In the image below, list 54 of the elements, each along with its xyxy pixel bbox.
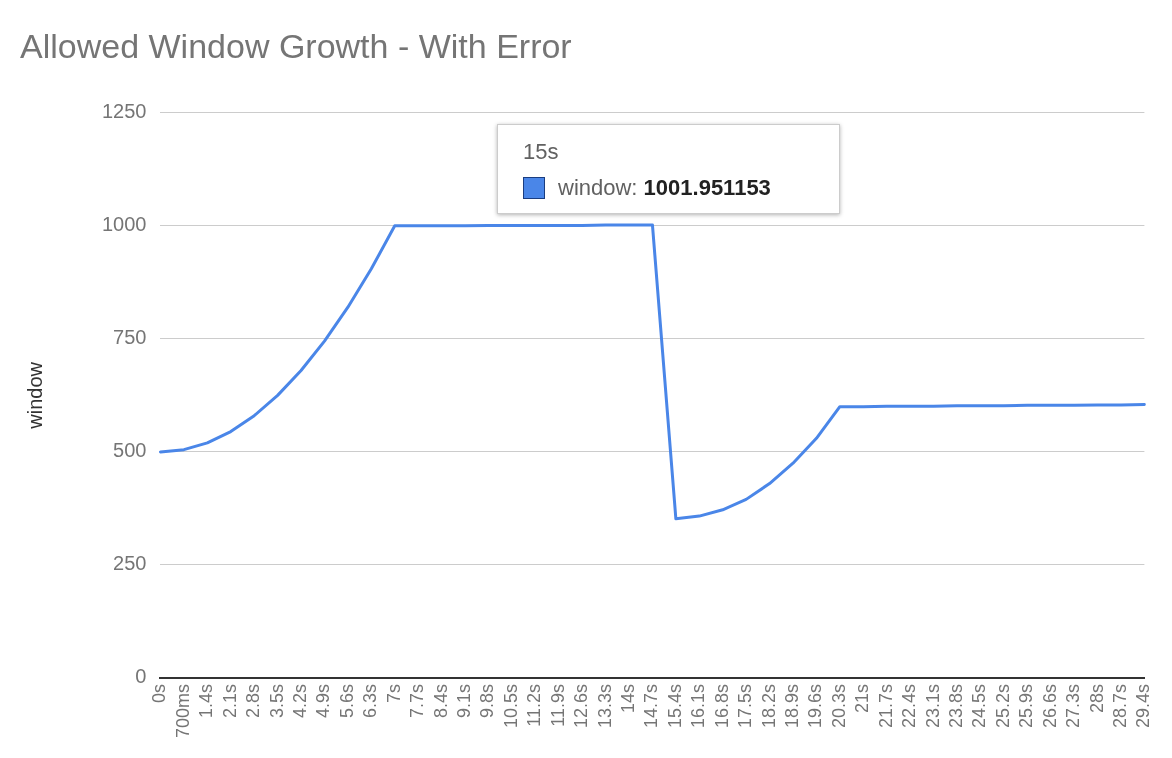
annotation: 15s: [523, 139, 559, 165]
x-tick-label: 18.9s: [781, 683, 802, 729]
annotation: window: 1001.951153: [558, 175, 771, 200]
x-tick-label: 13.3s: [594, 683, 615, 729]
x-tick-label: 0s: [149, 683, 170, 703]
y-tick-label: 500: [113, 439, 147, 462]
y-tick-label: 1000: [101, 213, 147, 236]
x-tick-label: 18.2s: [758, 683, 779, 729]
x-tick-label: 16.8s: [711, 683, 732, 729]
x-tick-label: 7s: [383, 683, 404, 703]
x-tick-label: 21.7s: [875, 683, 896, 729]
x-tick-label: 11.2s: [524, 683, 545, 727]
x-tick-label: 1.4s: [196, 683, 217, 718]
x-tick-label: 12.6s: [571, 683, 592, 729]
x-tick-label: 3.5s: [266, 683, 287, 718]
x-tick-label: 7.7s: [407, 683, 428, 718]
tooltip-box: 15s window: 1001.951153: [497, 124, 840, 214]
x-tick-label: 21s: [852, 683, 873, 713]
y-tick-label: 750: [113, 326, 147, 349]
x-tick-label: 14.7s: [641, 683, 662, 729]
y-tick-label: 1250: [101, 100, 147, 123]
x-tick-label: 23.1s: [922, 683, 943, 729]
x-tick-label: 16.1s: [688, 683, 709, 729]
x-tick-label: 10.5s: [500, 683, 521, 729]
x-tick-label: 5.6s: [336, 683, 357, 718]
x-tick-label: 2.8s: [243, 683, 264, 718]
x-tick-label: 9.8s: [477, 683, 498, 718]
x-tick-label: 17.5s: [735, 683, 756, 729]
y-tick-label: 250: [113, 552, 147, 575]
x-tick-label: 4.9s: [313, 683, 334, 718]
x-tick-label: 4.2s: [290, 683, 311, 718]
x-tick-label: 15.4s: [664, 683, 685, 729]
x-tick-label: 26.6s: [1039, 683, 1060, 729]
x-tick-label: 28.7s: [1109, 683, 1130, 729]
x-tick-label: 24.5s: [969, 683, 990, 729]
x-tick-label: 2.1s: [219, 683, 240, 718]
x-tick-label: 9.1s: [454, 683, 474, 718]
x-tick-label: 11.9s: [547, 683, 568, 727]
x-tick-label: 6.3s: [360, 683, 381, 718]
x-tick-label: 29.4s: [1133, 683, 1154, 729]
y-tick-label: 0: [135, 665, 147, 688]
x-tick-label: 28s: [1086, 683, 1107, 713]
x-tick-label: 20.3s: [828, 683, 849, 729]
y-axis-title: window: [23, 361, 46, 430]
x-tick-label: 27.3s: [1063, 683, 1084, 729]
x-tick-label: 8.4s: [430, 683, 451, 718]
x-tick-label: 22.4s: [899, 683, 920, 729]
x-tick-label: 25.9s: [1016, 683, 1037, 729]
x-tick-label: 700ms: [172, 683, 193, 738]
chart-title: Allowed Window Growth - With Error: [20, 26, 572, 65]
x-tick-label: 25.2s: [992, 683, 1013, 729]
x-tick-label: 19.6s: [805, 683, 826, 729]
x-tick-label: 23.8s: [945, 683, 966, 729]
x-tick-label: 14s: [617, 683, 638, 713]
